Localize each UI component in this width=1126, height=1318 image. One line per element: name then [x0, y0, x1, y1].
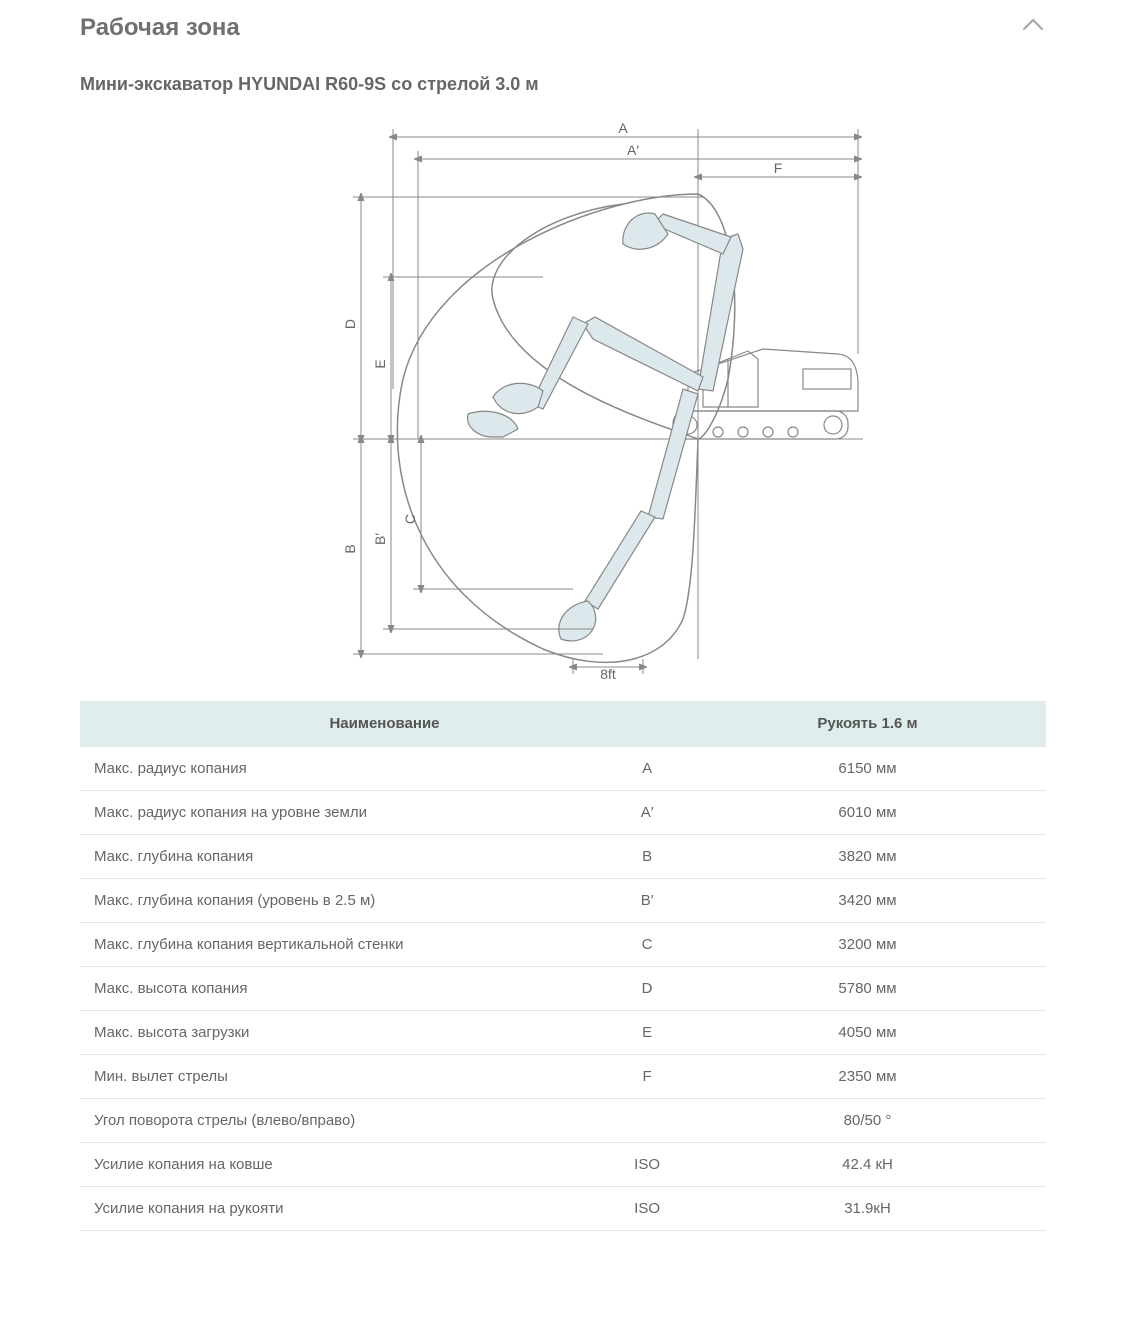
- table-row: Макс. глубина копания вертикальной стенк…: [80, 923, 1046, 967]
- table-row: Макс. высота загрузкиE4050 мм: [80, 1011, 1046, 1055]
- col-value: Рукоять 1.6 м: [689, 701, 1046, 747]
- cell-value: 6150 мм: [689, 747, 1046, 791]
- cell-name: Угол поворота стрелы (влево/вправо): [80, 1099, 689, 1143]
- working-range-diagram: A A′ F D E B B′: [80, 119, 1046, 679]
- cell-code: A: [605, 747, 689, 791]
- section-title: Рабочая зона: [80, 14, 240, 42]
- cell-name: Макс. глубина копания вертикальной стенк…: [80, 923, 605, 967]
- cell-name: Макс. радиус копания на уровне земли: [80, 791, 605, 835]
- table-row: Макс. глубина копанияB3820 мм: [80, 835, 1046, 879]
- dim-label-Bprime: B′: [372, 533, 388, 545]
- table-row: Макс. глубина копания (уровень в 2.5 м)B…: [80, 879, 1046, 923]
- table-row: Усилие копания на ковшеISO42.4 кН: [80, 1143, 1046, 1187]
- bucket-ground: [468, 411, 518, 437]
- cell-code: E: [605, 1011, 689, 1055]
- cell-code: ISO: [605, 1187, 689, 1231]
- col-name: Наименование: [80, 701, 689, 747]
- cell-name: Макс. высота загрузки: [80, 1011, 605, 1055]
- cell-value: 6010 мм: [689, 791, 1046, 835]
- table-header-row: Наименование Рукоять 1.6 м: [80, 701, 1046, 747]
- cell-code: B′: [605, 879, 689, 923]
- table-row: Мин. вылет стрелыF2350 мм: [80, 1055, 1046, 1099]
- section-header: Рабочая зона: [80, 0, 1046, 62]
- collapse-chevron-icon[interactable]: [1020, 12, 1046, 44]
- cell-code: A′: [605, 791, 689, 835]
- cell-value: 5780 мм: [689, 967, 1046, 1011]
- cell-name: Мин. вылет стрелы: [80, 1055, 605, 1099]
- dim-label-C: C: [402, 514, 418, 524]
- cell-name: Макс. глубина копания: [80, 835, 605, 879]
- dim-label-8ft: 8ft: [600, 666, 616, 679]
- cell-code: C: [605, 923, 689, 967]
- cell-code: B: [605, 835, 689, 879]
- cell-value: 3820 мм: [689, 835, 1046, 879]
- cell-value: 2350 мм: [689, 1055, 1046, 1099]
- cell-name: Усилие копания на рукояти: [80, 1187, 605, 1231]
- cell-code: ISO: [605, 1143, 689, 1187]
- cell-value: 31.9кН: [689, 1187, 1046, 1231]
- boom-up: [623, 213, 743, 391]
- dim-label-E: E: [372, 359, 388, 368]
- cell-value: 3200 мм: [689, 923, 1046, 967]
- cell-name: Макс. высота копания: [80, 967, 605, 1011]
- boom-down: [559, 389, 698, 641]
- excavator-body: [673, 349, 858, 439]
- table-row: Усилие копания на рукоятиISO31.9кН: [80, 1187, 1046, 1231]
- cell-name: Усилие копания на ковше: [80, 1143, 605, 1187]
- spec-table: Наименование Рукоять 1.6 м Макс. радиус …: [80, 701, 1046, 1231]
- dim-label-F: F: [774, 160, 783, 176]
- dim-label-B: B: [342, 544, 358, 553]
- cell-name: Макс. радиус копания: [80, 747, 605, 791]
- cell-value: 42.4 кН: [689, 1143, 1046, 1187]
- cell-code: D: [605, 967, 689, 1011]
- table-row: Макс. радиус копанияA6150 мм: [80, 747, 1046, 791]
- cell-value: 4050 мм: [689, 1011, 1046, 1055]
- table-row: Макс. высота копанияD5780 мм: [80, 967, 1046, 1011]
- table-row: Угол поворота стрелы (влево/вправо)80/50…: [80, 1099, 1046, 1143]
- cell-name: Макс. глубина копания (уровень в 2.5 м): [80, 879, 605, 923]
- cell-code: F: [605, 1055, 689, 1099]
- dim-label-Aprime: A′: [627, 142, 639, 158]
- dim-label-D: D: [342, 319, 358, 329]
- diagram-svg: A A′ F D E B B′: [243, 119, 883, 679]
- cell-value: 80/50 °: [689, 1099, 1046, 1143]
- table-row: Макс. радиус копания на уровне землиA′60…: [80, 791, 1046, 835]
- subtitle: Мини-экскаватор HYUNDAI R60-9S со стрело…: [80, 74, 1046, 95]
- cell-value: 3420 мм: [689, 879, 1046, 923]
- dim-label-A: A: [618, 120, 628, 136]
